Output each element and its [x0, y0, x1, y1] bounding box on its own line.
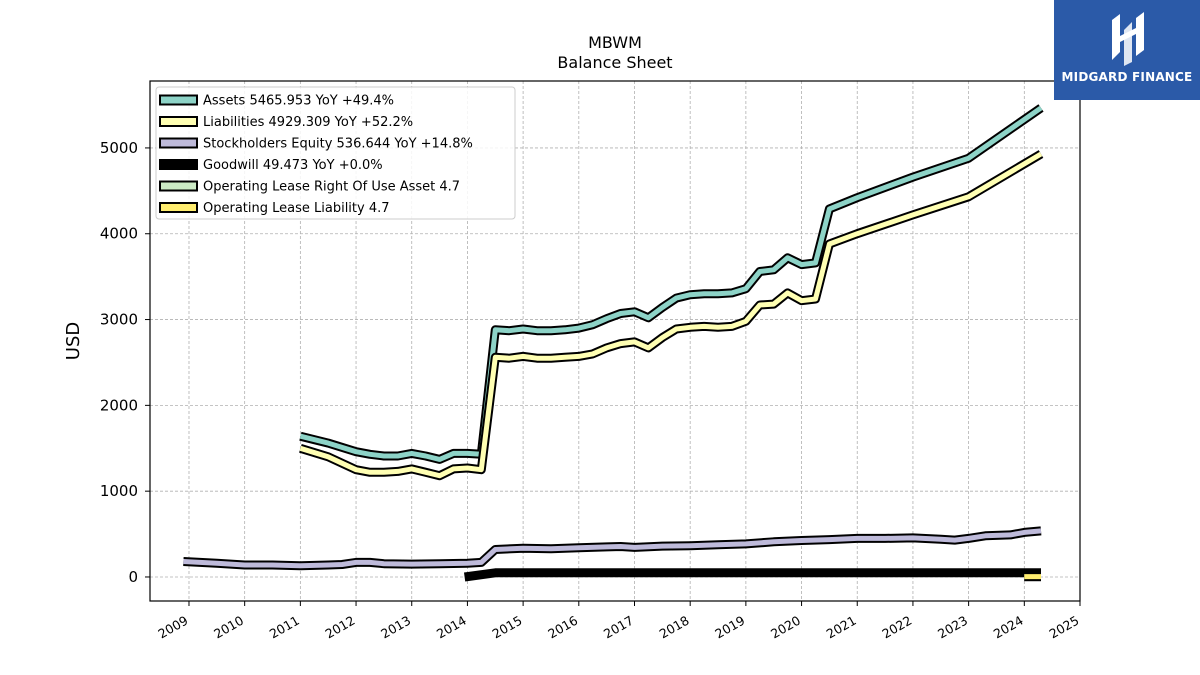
series-line [299, 151, 1043, 479]
x-tick-label: 2021 [824, 613, 859, 642]
x-tick-label: 2023 [935, 613, 970, 642]
x-tick-label: 2016 [545, 613, 580, 642]
series-3 [463, 568, 1041, 582]
legend-label: Operating Lease Liability 4.7 [203, 201, 390, 216]
legend-swatch [159, 159, 198, 170]
y-tick-label: 3000 [100, 311, 138, 329]
plot-frame [149, 80, 1081, 602]
series-layer [183, 104, 1044, 582]
y-axis-label: USD [63, 322, 84, 360]
x-tick-label: 2013 [378, 613, 413, 642]
series-0 [299, 104, 1044, 464]
x-tick-label: 2014 [434, 613, 469, 642]
logo-mark-icon [1112, 12, 1144, 66]
x-tick-label: 2025 [1046, 613, 1081, 642]
y-axis: 0 1000 2000 3000 4000 5000 [100, 139, 150, 586]
legend-box [155, 86, 516, 220]
x-tick-label: 2024 [991, 613, 1026, 642]
legend-label: Goodwill 49.473 YoY +0.0% [203, 158, 383, 173]
x-tick-label: 2015 [490, 613, 525, 642]
x-tick-label: 2022 [879, 613, 914, 642]
series-line-goodwill [463, 568, 1041, 582]
y-tick-label: 2000 [100, 396, 138, 414]
chart-subtitle: Balance Sheet [557, 53, 672, 72]
x-tick-label: 2020 [768, 613, 803, 642]
x-tick-label: 2011 [267, 613, 302, 642]
legend-swatch [159, 137, 198, 149]
legend-swatch [159, 94, 198, 106]
chart-title: MBWM [588, 33, 642, 52]
legend-swatch [159, 202, 198, 213]
y-tick-label: 4000 [100, 225, 138, 243]
legend-label: Liabilities 4929.309 YoY +52.2% [203, 115, 413, 130]
y-tick-label: 0 [128, 568, 138, 586]
series-2 [183, 526, 1042, 571]
y-tick-label: 1000 [100, 482, 138, 500]
series-1 [299, 150, 1044, 481]
series-line [299, 105, 1043, 462]
legend-label: Stockholders Equity 536.644 YoY +14.8% [203, 137, 473, 152]
x-tick-label: 2010 [211, 613, 246, 642]
x-tick-label: 2009 [155, 613, 190, 642]
x-tick-label: 2017 [601, 613, 636, 642]
legend-swatch [159, 180, 198, 192]
legend: Assets 5465.953 YoY +49.4% Liabilities 49… [155, 86, 516, 220]
y-tick-label: 5000 [100, 139, 138, 157]
series-line [183, 528, 1042, 569]
x-tick-label: 2019 [712, 613, 747, 642]
brand-name: MIDGARD FINANCE [1061, 70, 1193, 84]
x-axis: 2009 2010 2011 2012 2013 2014 2015 2016 2017 2018… [155, 601, 1082, 642]
legend-swatch [159, 116, 198, 127]
legend-label: Operating Lease Right Of Use Asset 4.7 [203, 180, 460, 195]
x-tick-label: 2018 [657, 613, 692, 642]
x-tick-label: 2012 [322, 613, 357, 642]
legend-label: Assets 5465.953 YoY +49.4% [203, 94, 394, 109]
brand-logo: MIDGARD FINANCE [1054, 0, 1200, 100]
